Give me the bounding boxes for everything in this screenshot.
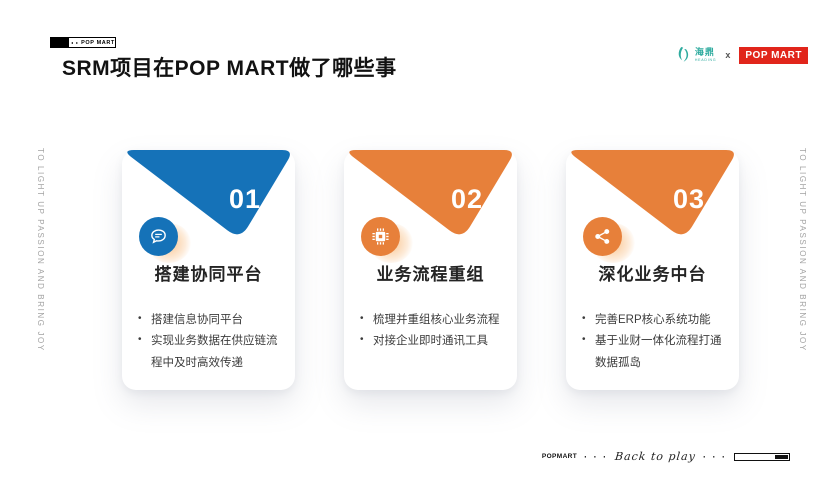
bullet-item: 基于业财一体化流程打通数据孤岛 [582, 331, 731, 374]
partner-logo: 海鼎 HEADING [675, 46, 717, 64]
corner-badge-block [51, 38, 69, 47]
chat-bubble-icon [139, 217, 178, 256]
card-title: 深化业务中台 [598, 265, 707, 284]
card-title: 业务流程重组 [376, 265, 485, 284]
card-bullet-list: 完善ERP核心系统功能基于业财一体化流程打通数据孤岛 [582, 310, 731, 374]
card-bullet-list: 梳理并重组核心业务流程对接企业即时通讯工具 [360, 310, 509, 353]
card-number: 03 [672, 184, 705, 214]
footer-progress-bar [734, 452, 790, 461]
footer-dots-right: · · · [703, 451, 727, 462]
partner-name-cn: 海鼎 [694, 47, 715, 57]
pennant-shape [127, 150, 290, 235]
footer-script-slogan: Back to play [614, 450, 697, 463]
side-slogan-left: TO LIGHT UP PASSION AND BRING JOY [36, 148, 45, 352]
feature-card: 02 业务流程重组 梳理并重组核心业务流程对接企业即时通讯工具 [344, 150, 517, 390]
footer-dots-left: · · · [584, 451, 609, 462]
side-slogan-right: TO LIGHT UP PASSION AND BRING JOY [798, 148, 807, 352]
card-icon-wrap [361, 217, 413, 263]
brand-badge: POP MART [739, 46, 808, 64]
pennant-shape [349, 150, 512, 235]
bullet-item: 完善ERP核心系统功能 [582, 310, 731, 331]
feature-card: 03 深化业务中台 完善ERP核心系统功能基于业财一体化流程打通数据孤岛 [566, 150, 739, 390]
pennant-shape [571, 150, 734, 235]
feature-card: 01 搭建协同平台 搭建信息协同平台实现业务数据在供应链流程中及时高效传递 [122, 150, 295, 390]
card-number: 01 [228, 184, 261, 214]
share-network-icon [583, 217, 622, 256]
footer-progress-fill [775, 454, 788, 459]
card-icon-wrap [583, 217, 635, 263]
corner-badge-text: POP MART [81, 39, 115, 46]
corner-brand-badge: ◂ ▸ POP MART [50, 37, 116, 48]
cards-row: 01 搭建协同平台 搭建信息协同平台实现业务数据在供应链流程中及时高效传递 02… [122, 150, 739, 390]
card-number: 02 [450, 184, 483, 214]
partner-name-en: HEADING [694, 57, 717, 62]
header-logos: 海鼎 HEADING x POP MART [675, 46, 808, 64]
card-icon-wrap [139, 217, 191, 263]
card-bullet-list: 搭建信息协同平台实现业务数据在供应链流程中及时高效传递 [138, 310, 287, 374]
page-title: SRM项目在POP MART做了哪些事 [62, 57, 397, 80]
cpu-chip-icon [361, 217, 400, 256]
bullet-item: 实现业务数据在供应链流程中及时高效传递 [138, 331, 287, 374]
partner-logo-icon [678, 47, 688, 62]
footer-brand: POPMART [541, 453, 578, 460]
bullet-item: 搭建信息协同平台 [138, 310, 287, 331]
partner-logo-text: 海鼎 HEADING [695, 48, 717, 62]
bullet-item: 对接企业即时通讯工具 [360, 331, 509, 352]
logo-separator: x [725, 50, 731, 60]
footer: POPMART · · · Back to play · · · [542, 450, 790, 463]
bullet-item: 梳理并重组核心业务流程 [360, 310, 509, 331]
card-title: 搭建协同平台 [154, 265, 263, 284]
corner-badge-marks: ◂ ▸ [71, 40, 80, 45]
